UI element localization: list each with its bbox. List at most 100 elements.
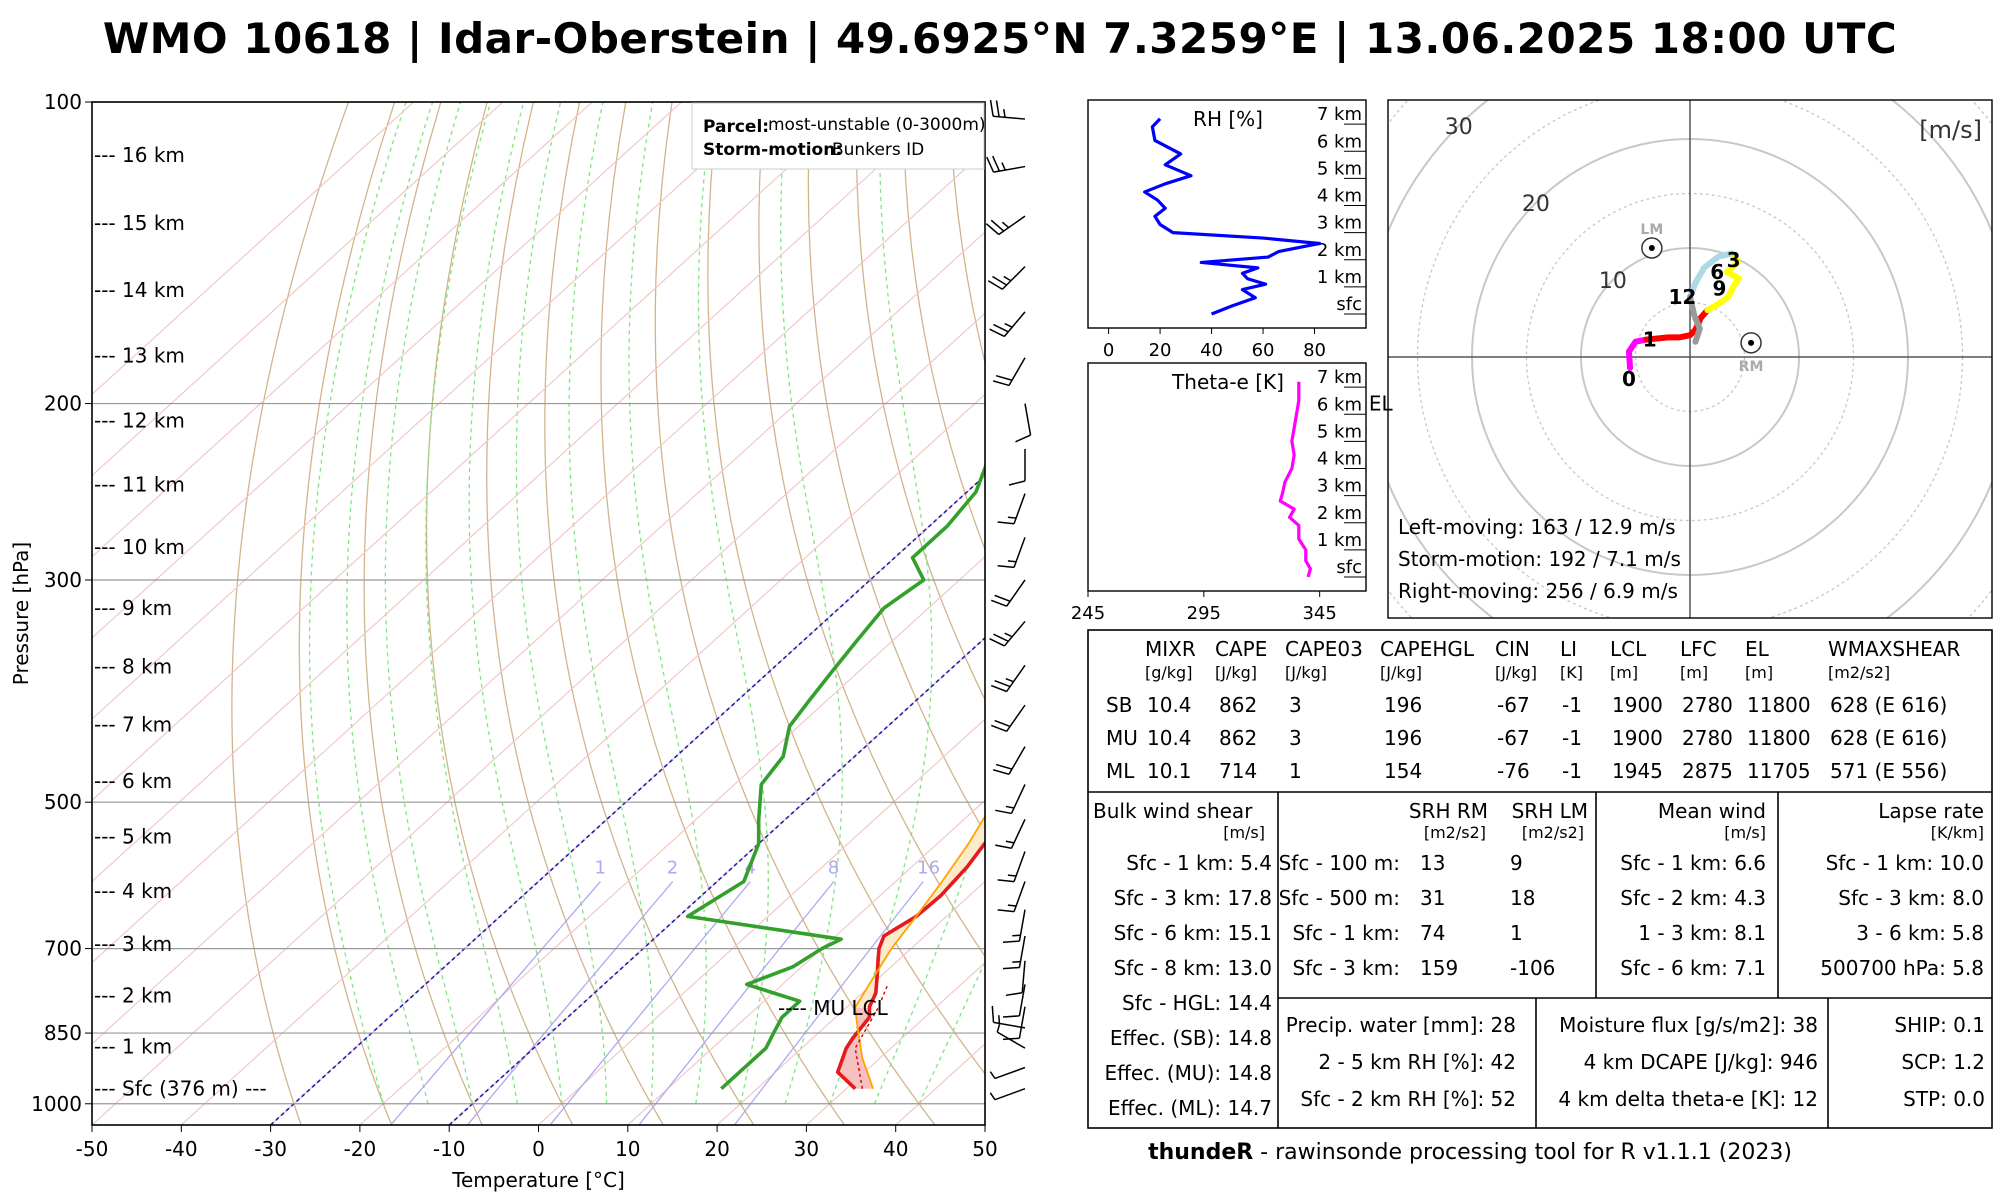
param-unit: [K] [1560, 663, 1583, 682]
shear-unit: [m/s] [1223, 823, 1265, 842]
param-unit: [J/kg] [1380, 663, 1422, 682]
shear-row: Sfc - HGL: 14.4 [1122, 991, 1272, 1015]
parameter-tables: MIXR CAPE CAPE03 CAPEHGL CIN LI LCL LFC EL WMAXSH… [1087, 629, 1993, 1129]
wind-barbs [985, 99, 1032, 1101]
param-value: 3 [1289, 726, 1302, 750]
barb-half [1005, 805, 1015, 809]
wind-barb [986, 155, 1026, 173]
srh-unit: [m2/s2] [1424, 823, 1486, 842]
isotherm [92, 102, 593, 558]
mixing-ratio-label: 1 [594, 858, 605, 879]
barb-flag [997, 879, 1015, 883]
srh-rm: 13 [1420, 851, 1445, 875]
moist-adiabat [308, 102, 407, 1104]
height-label: --- Sfc (376 m) --- [94, 1077, 267, 1101]
wind-barb [989, 620, 1026, 647]
dry-adiabat [231, 102, 350, 1125]
srh-rm: 159 [1420, 956, 1458, 980]
mixing-ratio-label: 2 [667, 858, 678, 879]
barb-staff [993, 115, 1026, 120]
dry-adiabat [544, 102, 755, 1125]
height-label: --- 7 km [94, 712, 172, 736]
theta-e-panel-line [1278, 381, 1313, 578]
barb-half [1004, 632, 1013, 638]
x-tick-label: 0 [1103, 340, 1114, 361]
moist-adiabat [425, 102, 518, 1104]
y-tick-label: 850 [44, 1021, 82, 1045]
barb-half [998, 1015, 1001, 1024]
barb-staff [1006, 664, 1026, 692]
wind-barb [1015, 403, 1032, 443]
storm-marker-dot [1748, 339, 1755, 346]
srh-lm: 18 [1510, 886, 1535, 910]
param-value: 11705 [1747, 759, 1811, 783]
lapse-row: 3 - 6 km: 5.8 [1856, 921, 1984, 945]
barb-staff [1013, 493, 1026, 524]
wind-barb [987, 266, 1026, 290]
theta-e-panel: 7 km 6 km 5 km 4 km 3 km 2 km 1 km sfc 245 295 345… [1071, 362, 1367, 624]
barb-staff [1010, 784, 1026, 814]
wind-barb [997, 851, 1026, 883]
param-header: EL [1745, 637, 1770, 661]
shear-row: Sfc - 6 km: 15.1 [1114, 921, 1272, 945]
barb-staff [1013, 851, 1026, 882]
meanwind-title: Mean wind [1658, 799, 1766, 823]
barb-staff [1021, 960, 1026, 993]
isotherm [92, 312, 985, 1125]
level-label: 7 km [1317, 104, 1362, 125]
shear-row: Sfc - 8 km: 13.0 [1114, 956, 1272, 980]
barb-staff [994, 1088, 1026, 1101]
rh-panel-frame [1087, 99, 1367, 329]
hodo-segment [1687, 294, 1703, 345]
barb-flag [995, 100, 1000, 117]
x-tick-label: 10 [615, 1137, 640, 1161]
barb-staff [1008, 357, 1026, 386]
moist-adiabat [346, 102, 434, 1104]
footer-text: - rawinsonde processing tool for R v1.1.… [1253, 1140, 1792, 1165]
barb-flag [992, 380, 1010, 387]
srh-lm: 9 [1510, 851, 1523, 875]
param-unit: [g/kg] [1145, 663, 1192, 682]
barb-half [1007, 904, 1017, 907]
moist-adiabat [568, 102, 654, 1104]
param-row-label: SB [1106, 693, 1132, 717]
barb-half [1005, 840, 1015, 844]
param-value: -76 [1497, 759, 1530, 783]
legend-parcel-key: Parcel: [703, 117, 769, 137]
param-value: 3 [1289, 693, 1302, 717]
height-label: --- 3 km [94, 932, 172, 956]
wind-barb [1002, 984, 1026, 1018]
temperature-line [835, 840, 985, 1091]
param-value: 10.4 [1147, 693, 1192, 717]
meanwind-row: Sfc - 6 km: 7.1 [1620, 956, 1766, 980]
height-label: --- 1 km [94, 1035, 172, 1059]
barb-flag [997, 521, 1015, 525]
x-tick-label: -30 [254, 1137, 287, 1161]
x-tick-label: 20 [1149, 340, 1172, 361]
shear-title: Bulk wind shear [1093, 799, 1253, 823]
param-value: 2875 [1682, 759, 1733, 783]
legend-storm-val: Bunkers ID [832, 140, 924, 160]
x-axis-label: Temperature [°C] [451, 1168, 625, 1192]
param-header: LI [1560, 637, 1577, 661]
hodo-height-mark: 6 [1710, 260, 1724, 284]
isotherm [716, 880, 985, 1125]
parcel-line [854, 814, 985, 1090]
param-header: LFC [1680, 637, 1717, 661]
x-tick-label: -10 [433, 1137, 466, 1161]
param-value: 1945 [1612, 759, 1663, 783]
isotherm [180, 393, 985, 1125]
footer: thundeR - rawinsonde processing tool for… [1080, 1140, 1860, 1165]
barb-flag [990, 219, 1005, 232]
barb-staff [994, 1066, 1026, 1080]
barb-flag [995, 374, 1013, 381]
srh-header: SRH LM [1512, 799, 1588, 823]
storm-marker-dot [1648, 245, 1655, 251]
hodo-ring-label: 20 [1522, 192, 1550, 217]
barb-staff [1006, 579, 1026, 607]
moist-adiabat [628, 102, 707, 1104]
flux-row: 4 km DCAPE [J/kg]: 946 [1584, 1050, 1818, 1074]
barb-half [989, 1071, 996, 1079]
level-label: 6 km [1317, 131, 1362, 152]
